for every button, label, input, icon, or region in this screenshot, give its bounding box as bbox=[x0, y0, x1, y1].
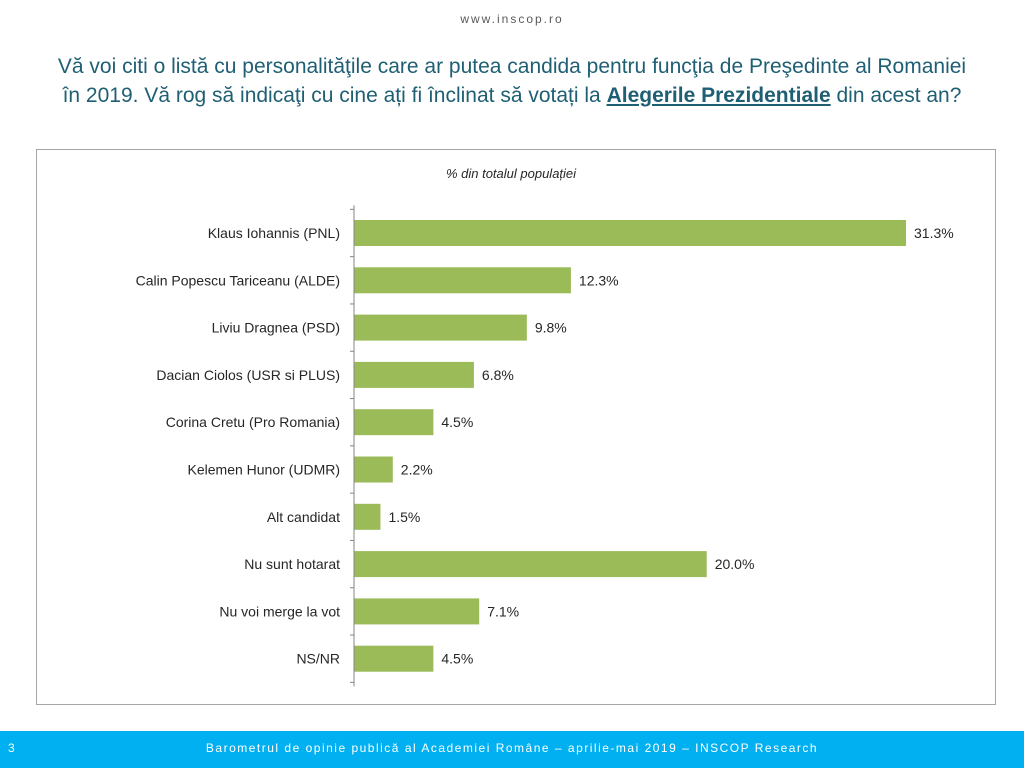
value-label: 9.8% bbox=[535, 320, 567, 336]
bar bbox=[354, 456, 393, 483]
value-label: 31.3% bbox=[914, 225, 954, 241]
value-label: 4.5% bbox=[441, 651, 473, 667]
question-line-1: Vă voi citi o listă cu personalităţile c… bbox=[57, 55, 967, 78]
category-label: Nu sunt hotarat bbox=[244, 556, 340, 572]
bar bbox=[354, 409, 434, 436]
value-label: 12.3% bbox=[579, 272, 619, 288]
footer-text: Barometrul de opinie publică al Academie… bbox=[205, 741, 819, 755]
bar bbox=[354, 598, 480, 625]
bar bbox=[354, 220, 906, 246]
bar-chart: % din totalul populației Klaus Iohannis (… bbox=[136, 166, 954, 687]
value-label: 6.8% bbox=[482, 367, 514, 383]
category-label: Nu voi merge la vot bbox=[219, 603, 340, 619]
footer-bar: 3 Barometrul de opinie publică al Academ… bbox=[0, 731, 1024, 768]
category-label: Alt candidat bbox=[267, 509, 340, 525]
value-label: 7.1% bbox=[487, 603, 519, 619]
bar bbox=[354, 551, 707, 578]
category-label: Kelemen Hunor (UDMR) bbox=[188, 462, 340, 478]
bar bbox=[354, 361, 474, 388]
category-label: Calin Popescu Tariceanu (ALDE) bbox=[136, 272, 340, 288]
question-text: Vă voi citi o listă cu personalităţile c… bbox=[40, 52, 984, 110]
bar bbox=[354, 645, 434, 672]
category-label: Klaus Iohannis (PNL) bbox=[208, 225, 340, 241]
category-label: Liviu Dragnea (PSD) bbox=[212, 320, 340, 336]
question-line-2-end: din acest an? bbox=[830, 84, 962, 107]
category-label: NS/NR bbox=[296, 651, 340, 667]
value-label: 2.2% bbox=[401, 462, 433, 478]
chart-frame: % din totalul populației Klaus Iohannis (… bbox=[36, 149, 996, 705]
value-label: 20.0% bbox=[715, 556, 755, 572]
bar bbox=[354, 267, 571, 294]
question-line-2: în 2019. Vă rog să indicaţi cu cine ați … bbox=[62, 84, 607, 107]
question-emphasis: Alegerile Prezidentiale bbox=[606, 84, 831, 107]
bar bbox=[354, 314, 527, 341]
value-label: 1.5% bbox=[388, 509, 420, 525]
site-url: www.inscop.ro bbox=[460, 12, 564, 26]
category-label: Dacian Ciolos (USR si PLUS) bbox=[156, 367, 340, 383]
chart-title: % din totalul populației bbox=[446, 166, 577, 181]
page-number: 3 bbox=[8, 741, 15, 755]
category-label: Corina Cretu (Pro Romania) bbox=[166, 414, 340, 430]
bar bbox=[354, 503, 381, 530]
value-label: 4.5% bbox=[441, 414, 473, 430]
